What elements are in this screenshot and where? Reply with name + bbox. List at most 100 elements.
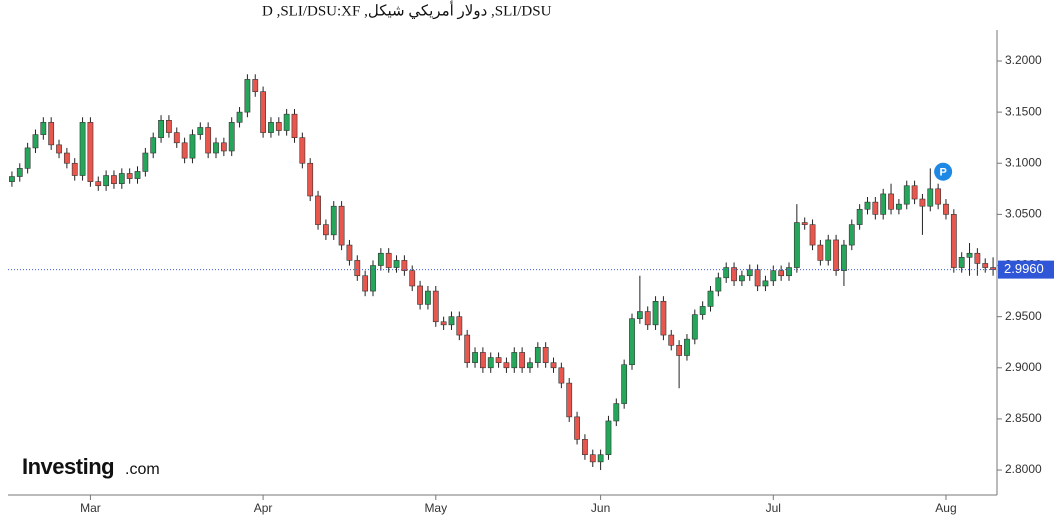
candle-body	[40, 122, 47, 135]
y-tick-label: 3.2000	[1005, 53, 1042, 67]
candle-body	[699, 306, 706, 315]
candle-body	[228, 122, 235, 152]
candle-body	[550, 362, 557, 369]
candle-body	[888, 193, 894, 210]
candle-body	[370, 265, 376, 292]
candle-body	[786, 267, 792, 277]
x-tick-label: Jun	[591, 501, 610, 515]
candle-body	[330, 205, 337, 236]
candle-body	[676, 344, 682, 356]
candle-body	[629, 318, 635, 366]
logo-suffix: .com	[125, 461, 160, 478]
candle-body	[118, 173, 125, 185]
candle-body	[856, 208, 863, 225]
y-tick-label: 2.9000	[1005, 360, 1042, 374]
candle-body	[409, 270, 416, 287]
candle-body	[519, 352, 526, 369]
candle-body	[833, 239, 839, 271]
candle-body	[770, 270, 777, 282]
candle-body	[417, 285, 423, 305]
candle-body	[597, 454, 604, 463]
candle-body	[173, 132, 180, 144]
x-tick-label: May	[424, 501, 447, 515]
candle-body	[589, 454, 596, 463]
candle-body	[958, 257, 965, 268]
candle-body	[166, 120, 172, 133]
candle-body	[982, 263, 989, 268]
candle-body	[307, 162, 314, 197]
candle-body	[346, 244, 353, 261]
candle-body	[63, 152, 70, 164]
candle-body	[723, 267, 730, 279]
candle-body	[181, 142, 188, 159]
candle-body	[691, 314, 698, 340]
candle-body	[24, 147, 31, 169]
chart-title: USD/ILS, دولار أمريكي شيكل, FX:USD/ILS, …	[262, 0, 552, 19]
candle-body	[746, 269, 753, 277]
candle-body	[715, 277, 722, 292]
candle-body	[472, 352, 478, 363]
candle-body	[275, 122, 282, 131]
candle-body	[150, 137, 157, 154]
y-tick-label: 2.8500	[1005, 411, 1042, 425]
candle-body	[354, 260, 361, 277]
candle-body	[903, 185, 910, 205]
candle-body	[79, 122, 86, 176]
x-tick-label: Apr	[254, 501, 273, 515]
candle-body	[644, 311, 651, 326]
y-tick-label: 3.0500	[1005, 207, 1042, 221]
candle-body	[707, 290, 714, 307]
marker-label: P	[939, 167, 946, 179]
candle-body	[134, 171, 141, 179]
candle-body	[197, 127, 204, 135]
candle-body	[220, 142, 227, 152]
candle-body	[16, 168, 23, 177]
y-tick-label: 3.1000	[1005, 155, 1042, 169]
candle-body	[338, 205, 345, 246]
candle-body	[393, 260, 400, 268]
candle-body	[32, 134, 39, 149]
candle-body	[864, 201, 871, 210]
candle-body	[291, 113, 298, 138]
candle-body	[456, 316, 463, 336]
candle-body	[621, 364, 628, 404]
candle-body	[495, 357, 502, 363]
candle-body	[927, 188, 934, 207]
candle-body	[440, 321, 447, 326]
candle-body	[142, 152, 149, 172]
candle-body	[841, 244, 847, 271]
candle-body	[252, 79, 259, 92]
candle-body	[487, 357, 494, 369]
candle-body	[503, 362, 510, 369]
y-tick-label: 3.1500	[1005, 104, 1042, 118]
y-tick-label: 2.8000	[1005, 462, 1042, 476]
candle-body	[244, 79, 251, 113]
marker	[934, 162, 953, 181]
candle-body	[213, 142, 219, 154]
candle-body	[880, 193, 887, 215]
candle-body	[56, 144, 62, 154]
candle-body	[87, 122, 94, 182]
candle-body	[299, 137, 306, 164]
candle-body	[323, 224, 329, 236]
candle-body	[268, 122, 274, 133]
candle-body	[425, 290, 431, 305]
candle-body	[362, 275, 369, 292]
candle-body	[974, 252, 981, 264]
candle-body	[739, 275, 745, 282]
x-tick-label: Jul	[766, 501, 781, 515]
candle-body	[95, 181, 102, 187]
candle-body	[283, 113, 290, 131]
candle-body	[9, 176, 15, 182]
candle-body	[754, 269, 761, 287]
candle-body	[935, 188, 942, 205]
x-tick-label: Mar	[80, 501, 101, 515]
candle-body	[919, 198, 926, 207]
candle-body	[534, 347, 541, 363]
candle-body	[943, 203, 949, 215]
candle-body	[778, 270, 785, 277]
candle-body	[817, 244, 824, 261]
candle-body	[605, 420, 612, 456]
